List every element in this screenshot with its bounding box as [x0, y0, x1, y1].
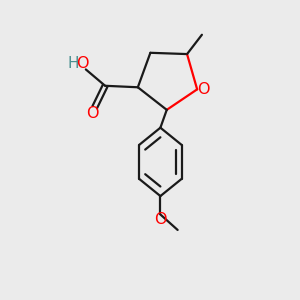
Text: O: O — [154, 212, 167, 227]
Text: O: O — [197, 82, 210, 97]
Text: H: H — [68, 56, 79, 71]
Text: O: O — [76, 56, 88, 71]
Text: O: O — [86, 106, 99, 121]
